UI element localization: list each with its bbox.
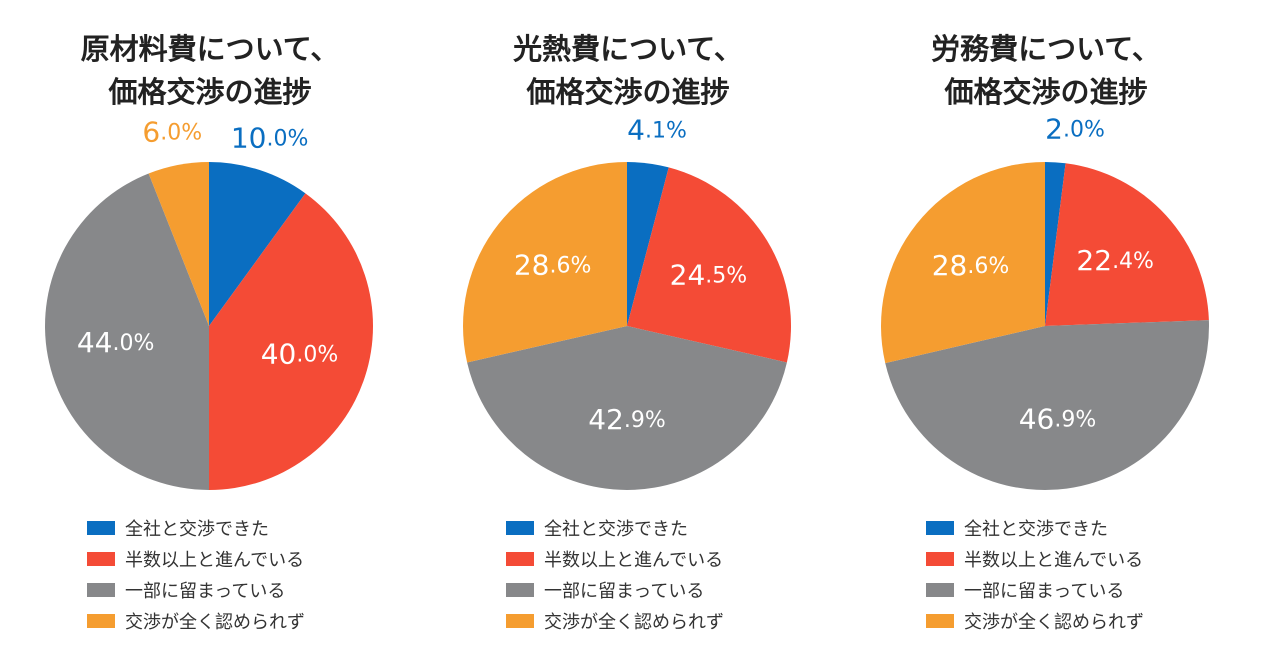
pie-slice — [209, 162, 306, 326]
slice-label: 46.9% — [1019, 402, 1097, 435]
slice-label: 24.5% — [670, 259, 748, 292]
slice-label: 42.9% — [588, 403, 666, 436]
slice-label: 22.4% — [1076, 244, 1154, 277]
legend: 全社と交渉できた 半数以上と進んでいる 一部に留まっている 交渉が全く認められず — [926, 512, 1144, 636]
legend-item: 交渉が全く認められず — [506, 605, 724, 636]
chart-title: 労務費について、 価格交渉の進捗 — [836, 28, 1256, 114]
legend-label: 全社と交渉できた — [964, 518, 1108, 540]
legend-item: 交渉が全く認められず — [87, 605, 305, 636]
chart-title-line: 価格交渉の進捗 — [526, 75, 730, 109]
legend-label: 全社と交渉できた — [544, 518, 688, 540]
legend: 全社と交渉できた 半数以上と進んでいる 一部に留まっている 交渉が全く認められず — [506, 512, 724, 636]
legend-item: 半数以上と進んでいる — [87, 543, 305, 574]
slice-label: 6.0% — [142, 116, 202, 149]
legend-label: 半数以上と進んでいる — [964, 549, 1144, 571]
legend-swatch — [87, 520, 115, 535]
pie-slice — [462, 162, 627, 363]
chart-title-line: 価格交渉の進捗 — [944, 75, 1148, 109]
legend-label: 全社と交渉できた — [125, 518, 269, 540]
pie-slice — [45, 173, 209, 490]
legend-swatch — [926, 582, 954, 597]
pie-slice — [209, 193, 374, 490]
chart-title: 光熱費について、 価格交渉の進捗 — [418, 28, 838, 114]
legend-swatch — [926, 551, 954, 566]
legend-swatch — [87, 613, 115, 628]
pie-slice — [627, 167, 792, 363]
chart-panel-2: 光熱費について、 価格交渉の進捗 4.1% 24.5% 42.9% 28.6% 全社と… — [418, 0, 838, 657]
slice-label: 40.0% — [261, 337, 339, 370]
legend-item: 一部に留まっている — [506, 574, 724, 605]
chart-title-line: 原材料費について、 — [80, 32, 340, 66]
chart-panel-3: 労務費について、 価格交渉の進捗 2.0% 22.4% 46.9% 28.6% 全社と… — [836, 0, 1256, 657]
pie-slice — [148, 162, 209, 326]
legend-swatch — [506, 613, 534, 628]
chart-title-line: 光熱費について、 — [513, 32, 743, 66]
chart-panel-1: 原材料費について、 価格交渉の進捗 10.0% 40.0% 44.0% 6.0% 全社… — [0, 0, 420, 657]
pie-slice — [1045, 162, 1066, 326]
legend: 全社と交渉できた 半数以上と進んでいる 一部に留まっている 交渉が全く認められず — [87, 512, 305, 636]
legend-item: 全社と交渉できた — [87, 512, 305, 543]
legend-item: 全社と交渉できた — [506, 512, 724, 543]
legend-label: 一部に留まっている — [125, 580, 286, 602]
pie-slice — [467, 326, 787, 491]
legend-swatch — [506, 520, 534, 535]
pie-chart: 4.1% 24.5% 42.9% 28.6% — [462, 114, 792, 491]
legend-item: 半数以上と進んでいる — [926, 543, 1144, 574]
slice-label: 10.0% — [231, 122, 309, 155]
legend-label: 一部に留まっている — [544, 580, 705, 602]
slice-label: 44.0% — [77, 326, 155, 359]
slice-label: 4.1% — [627, 114, 687, 147]
pie-chart: 2.0% 22.4% 46.9% 28.6% — [880, 112, 1209, 491]
chart-title-line: 価格交渉の進捗 — [108, 75, 312, 109]
pie-slice — [1045, 163, 1209, 326]
chart-title: 原材料費について、 価格交渉の進捗 — [0, 28, 420, 114]
chart-title-line: 労務費について、 — [931, 32, 1161, 66]
legend-item: 半数以上と進んでいる — [506, 543, 724, 574]
legend-swatch — [926, 613, 954, 628]
slice-label: 28.6% — [514, 249, 592, 282]
legend-item: 一部に留まっている — [87, 574, 305, 605]
legend-swatch — [506, 551, 534, 566]
slice-label: 2.0% — [1045, 112, 1105, 145]
pie-slice — [885, 320, 1209, 491]
legend-label: 半数以上と進んでいる — [544, 549, 724, 571]
legend-item: 全社と交渉できた — [926, 512, 1144, 543]
legend-swatch — [506, 582, 534, 597]
legend-item: 一部に留まっている — [926, 574, 1144, 605]
legend-label: 一部に留まっている — [964, 580, 1125, 602]
legend-swatch — [87, 551, 115, 566]
legend-swatch — [87, 582, 115, 597]
slice-label: 28.6% — [932, 249, 1010, 282]
legend-swatch — [926, 520, 954, 535]
legend-label: 交渉が全く認められず — [544, 611, 724, 633]
pie-slice — [880, 162, 1045, 364]
legend-label: 交渉が全く認められず — [125, 611, 305, 633]
legend-label: 交渉が全く認められず — [964, 611, 1144, 633]
legend-item: 交渉が全く認められず — [926, 605, 1144, 636]
legend-label: 半数以上と進んでいる — [125, 549, 305, 571]
pie-slice — [627, 162, 669, 326]
pie-chart: 10.0% 40.0% 44.0% 6.0% — [45, 116, 374, 490]
